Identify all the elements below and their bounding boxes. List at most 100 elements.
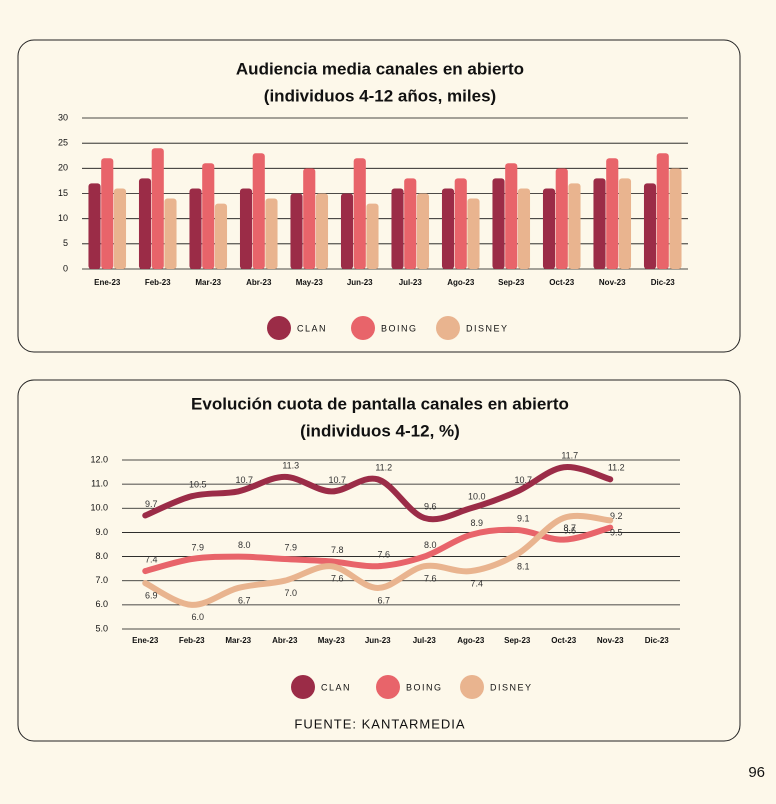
data-label: 6.7 [377, 595, 390, 605]
x-tick-label: Jul-23 [413, 636, 437, 645]
y-tick-label: 7.0 [95, 575, 108, 585]
x-tick-label: Jun-23 [347, 278, 373, 287]
y-tick-label: 8.0 [95, 551, 108, 561]
data-label: 8.0 [424, 540, 437, 550]
bar [138, 178, 152, 269]
data-label: 7.6 [377, 550, 390, 560]
x-tick-label: Feb-23 [179, 636, 205, 645]
bar [303, 168, 316, 269]
y-tick-label: 11.0 [91, 479, 108, 489]
data-label: 10.5 [189, 480, 207, 490]
data-label: 7.4 [470, 578, 483, 588]
chart-subtitle: (individuos 4-12, %) [300, 421, 460, 440]
bar [568, 183, 581, 269]
bar [353, 158, 366, 269]
bar [416, 193, 430, 269]
data-label: 8.1 [517, 562, 530, 572]
data-label: 9.6 [424, 501, 437, 511]
data-label: 8.0 [238, 540, 251, 550]
bar [404, 178, 417, 269]
data-label: 9.2 [610, 511, 623, 521]
y-tick-label: 10 [58, 213, 68, 223]
x-tick-label: Ago-23 [457, 636, 485, 645]
bar [669, 168, 682, 269]
y-tick-label: 9.0 [95, 527, 108, 537]
bar [366, 203, 379, 269]
y-tick-label: 6.0 [95, 599, 108, 609]
data-label: 6.7 [238, 595, 251, 605]
bar [618, 178, 632, 269]
x-tick-label: Dic-23 [651, 278, 676, 287]
bar [517, 188, 531, 269]
data-label: 9.6 [563, 525, 576, 535]
bar [202, 163, 215, 269]
bar [593, 178, 606, 269]
bar [88, 183, 101, 269]
data-label: 11.2 [375, 463, 392, 473]
chart-title: Evolución cuota de pantalla canales en a… [191, 394, 569, 413]
bar [555, 168, 568, 269]
bar [643, 183, 657, 269]
legend-label: BOING [381, 323, 418, 333]
legend-label: BOING [406, 682, 443, 692]
data-label: 10.7 [235, 475, 253, 485]
x-tick-label: Jun-23 [365, 636, 391, 645]
x-tick-label: Mar-23 [195, 278, 221, 287]
x-tick-label: May-23 [318, 636, 346, 645]
bar [290, 193, 303, 269]
legend-label: DISNEY [490, 682, 533, 692]
legend-swatch [436, 316, 460, 340]
chart-title: Audiencia media canales en abierto [236, 59, 524, 78]
data-label: 10.0 [468, 492, 486, 502]
bar [656, 153, 669, 269]
y-tick-label: 25 [58, 138, 68, 148]
bar [113, 188, 127, 269]
data-label: 7.6 [424, 574, 437, 584]
data-label: 7.8 [331, 545, 344, 555]
page-number: 96 [748, 764, 765, 781]
bar [454, 178, 467, 269]
legend-label: DISNEY [466, 323, 509, 333]
x-tick-label: Mar-23 [225, 636, 251, 645]
y-tick-label: 15 [58, 188, 68, 198]
data-label: 9.5 [610, 528, 623, 538]
y-tick-label: 20 [58, 163, 68, 173]
bar [441, 188, 455, 269]
x-tick-label: May-23 [296, 278, 324, 287]
data-label: 8.9 [470, 518, 483, 528]
y-tick-label: 30 [58, 112, 68, 122]
bar [164, 198, 177, 269]
x-tick-label: Ene-23 [132, 636, 159, 645]
y-tick-label: 12.0 [90, 454, 108, 464]
bar [492, 178, 505, 269]
line [142, 524, 614, 575]
x-tick-label: Dic-23 [645, 636, 670, 645]
bar [315, 193, 329, 269]
legend-swatch [376, 675, 400, 699]
bar [467, 198, 480, 269]
x-tick-label: Ago-23 [447, 278, 475, 287]
data-label: 7.0 [284, 588, 297, 598]
legend-label: CLAN [297, 323, 327, 333]
legend-label: CLAN [321, 682, 351, 692]
bar [265, 198, 278, 269]
data-label: 10.7 [514, 475, 532, 485]
line [142, 512, 614, 608]
data-label: 11.3 [282, 460, 299, 470]
x-tick-label: Oct-23 [551, 636, 576, 645]
bar [101, 158, 114, 269]
chart-subtitle: (individuos 4-12 años, miles) [264, 86, 496, 105]
legend-swatch [291, 675, 315, 699]
y-tick-label: 5.0 [95, 623, 108, 633]
data-label: 6.9 [145, 591, 158, 601]
data-label: 10.7 [328, 475, 346, 485]
data-label: 7.9 [284, 542, 297, 552]
data-label: 8.7 [563, 523, 576, 533]
bar [391, 188, 404, 269]
x-tick-label: Abr-23 [246, 278, 272, 287]
legend-swatch [267, 316, 291, 340]
data-label: 11.2 [608, 463, 625, 473]
bar [606, 158, 619, 269]
x-tick-label: Sep-23 [498, 278, 525, 287]
legend-swatch [460, 675, 484, 699]
